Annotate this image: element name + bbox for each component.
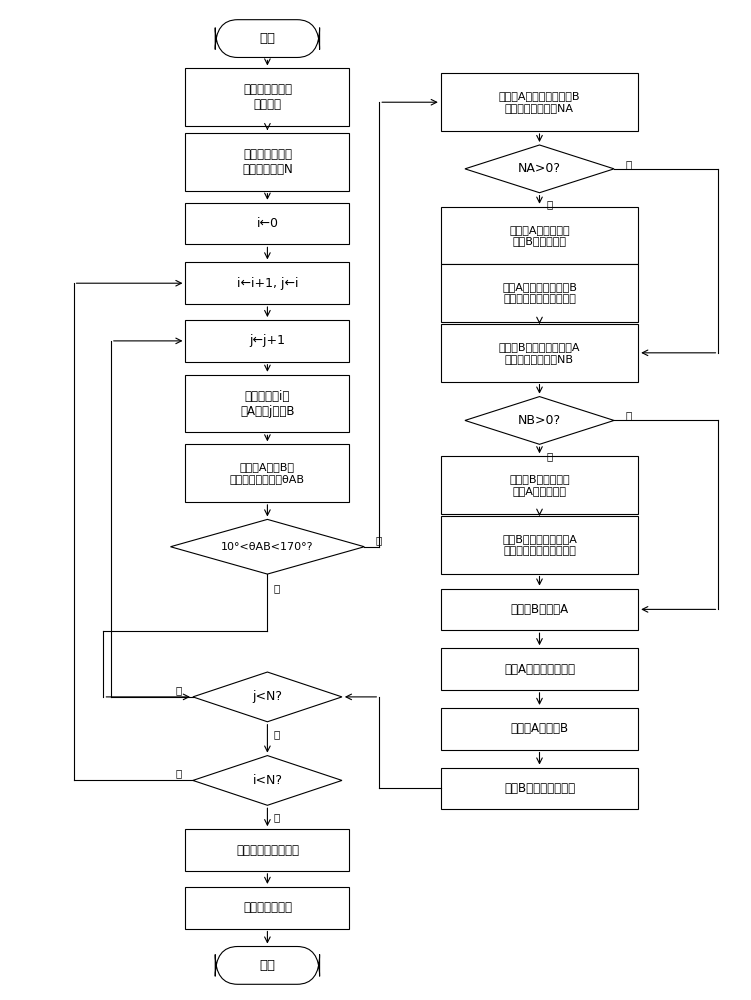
Text: 将面A中所有需要向面B
延伸的边延伸给定的长度: 将面A中所有需要向面B 延伸的边延伸给定的长度 — [502, 282, 577, 304]
Text: 结束: 结束 — [259, 959, 276, 972]
FancyBboxPatch shape — [441, 73, 638, 131]
Text: 否: 否 — [626, 159, 632, 169]
Text: 计算面B中的边需要
向面A延伸的长度: 计算面B中的边需要 向面A延伸的长度 — [509, 474, 570, 496]
Text: 否: 否 — [273, 812, 279, 822]
Text: 删除A中面积较小的面: 删除A中面积较小的面 — [504, 663, 575, 676]
Text: 利用面A分割面B: 利用面A分割面B — [511, 722, 569, 735]
Text: 否: 否 — [626, 410, 632, 420]
FancyBboxPatch shape — [441, 516, 638, 574]
Text: 是: 是 — [547, 200, 553, 210]
FancyBboxPatch shape — [441, 768, 638, 809]
Text: 结构板实体模型
抽取中面: 结构板实体模型 抽取中面 — [243, 83, 292, 111]
Text: j←j+1: j←j+1 — [249, 334, 285, 347]
FancyBboxPatch shape — [185, 133, 349, 191]
Text: 删除B中面积较小的面: 删除B中面积较小的面 — [504, 782, 575, 795]
FancyBboxPatch shape — [441, 264, 638, 322]
FancyBboxPatch shape — [216, 20, 320, 57]
Text: 对所有的面进行缝合: 对所有的面进行缝合 — [236, 844, 299, 857]
FancyBboxPatch shape — [441, 589, 638, 630]
FancyBboxPatch shape — [216, 947, 320, 984]
Text: 获取需要处理的
中面及其数目N: 获取需要处理的 中面及其数目N — [242, 148, 293, 176]
Polygon shape — [170, 519, 364, 574]
Text: 是: 是 — [176, 685, 182, 695]
FancyBboxPatch shape — [185, 68, 349, 126]
FancyBboxPatch shape — [185, 829, 349, 871]
Text: NA>0?: NA>0? — [518, 162, 561, 175]
Text: j<N?: j<N? — [252, 690, 282, 703]
Text: 否: 否 — [273, 729, 279, 739]
FancyBboxPatch shape — [185, 320, 349, 362]
FancyBboxPatch shape — [441, 456, 638, 514]
Text: i<N?: i<N? — [252, 774, 282, 787]
Text: 否: 否 — [273, 583, 279, 593]
FancyBboxPatch shape — [185, 375, 349, 432]
Polygon shape — [465, 145, 614, 193]
FancyBboxPatch shape — [441, 648, 638, 690]
Text: 计算面A中的边需要
向面B延伸的长度: 计算面A中的边需要 向面B延伸的长度 — [509, 225, 570, 246]
Text: 利用面B分割面A: 利用面B分割面A — [511, 603, 569, 616]
Polygon shape — [465, 397, 614, 444]
Text: 找出面B中所有需要向面A
延伸的边及其数目NB: 找出面B中所有需要向面A 延伸的边及其数目NB — [499, 342, 581, 364]
Polygon shape — [193, 672, 342, 722]
Text: 有限元网格划分: 有限元网格划分 — [243, 901, 292, 914]
FancyBboxPatch shape — [185, 444, 349, 502]
FancyBboxPatch shape — [185, 887, 349, 929]
Polygon shape — [193, 756, 342, 805]
Text: NB>0?: NB>0? — [518, 414, 561, 427]
Text: 将面B中所有需要向面A
延伸的边延伸给定的长度: 将面B中所有需要向面A 延伸的边延伸给定的长度 — [502, 534, 577, 556]
FancyBboxPatch shape — [441, 708, 638, 750]
Text: 计算面A和面B的
法向量之间的夹角θAB: 计算面A和面B的 法向量之间的夹角θAB — [230, 462, 305, 484]
Text: 是: 是 — [547, 451, 553, 461]
FancyBboxPatch shape — [185, 262, 349, 304]
Text: 是: 是 — [176, 768, 182, 778]
Text: i←i+1, j←i: i←i+1, j←i — [237, 277, 298, 290]
Text: 找出面A中所有需要向面B
延伸的边及其数目NA: 找出面A中所有需要向面B 延伸的边及其数目NA — [499, 91, 581, 113]
Text: 开始: 开始 — [259, 32, 276, 45]
Text: 10°<θAB<170°?: 10°<θAB<170°? — [221, 542, 314, 552]
FancyBboxPatch shape — [441, 207, 638, 264]
Text: 获取模型第i个
面A和第j个面B: 获取模型第i个 面A和第j个面B — [240, 390, 294, 418]
Text: 是: 是 — [376, 535, 382, 545]
FancyBboxPatch shape — [185, 203, 349, 244]
FancyBboxPatch shape — [441, 324, 638, 382]
Text: i←0: i←0 — [256, 217, 279, 230]
